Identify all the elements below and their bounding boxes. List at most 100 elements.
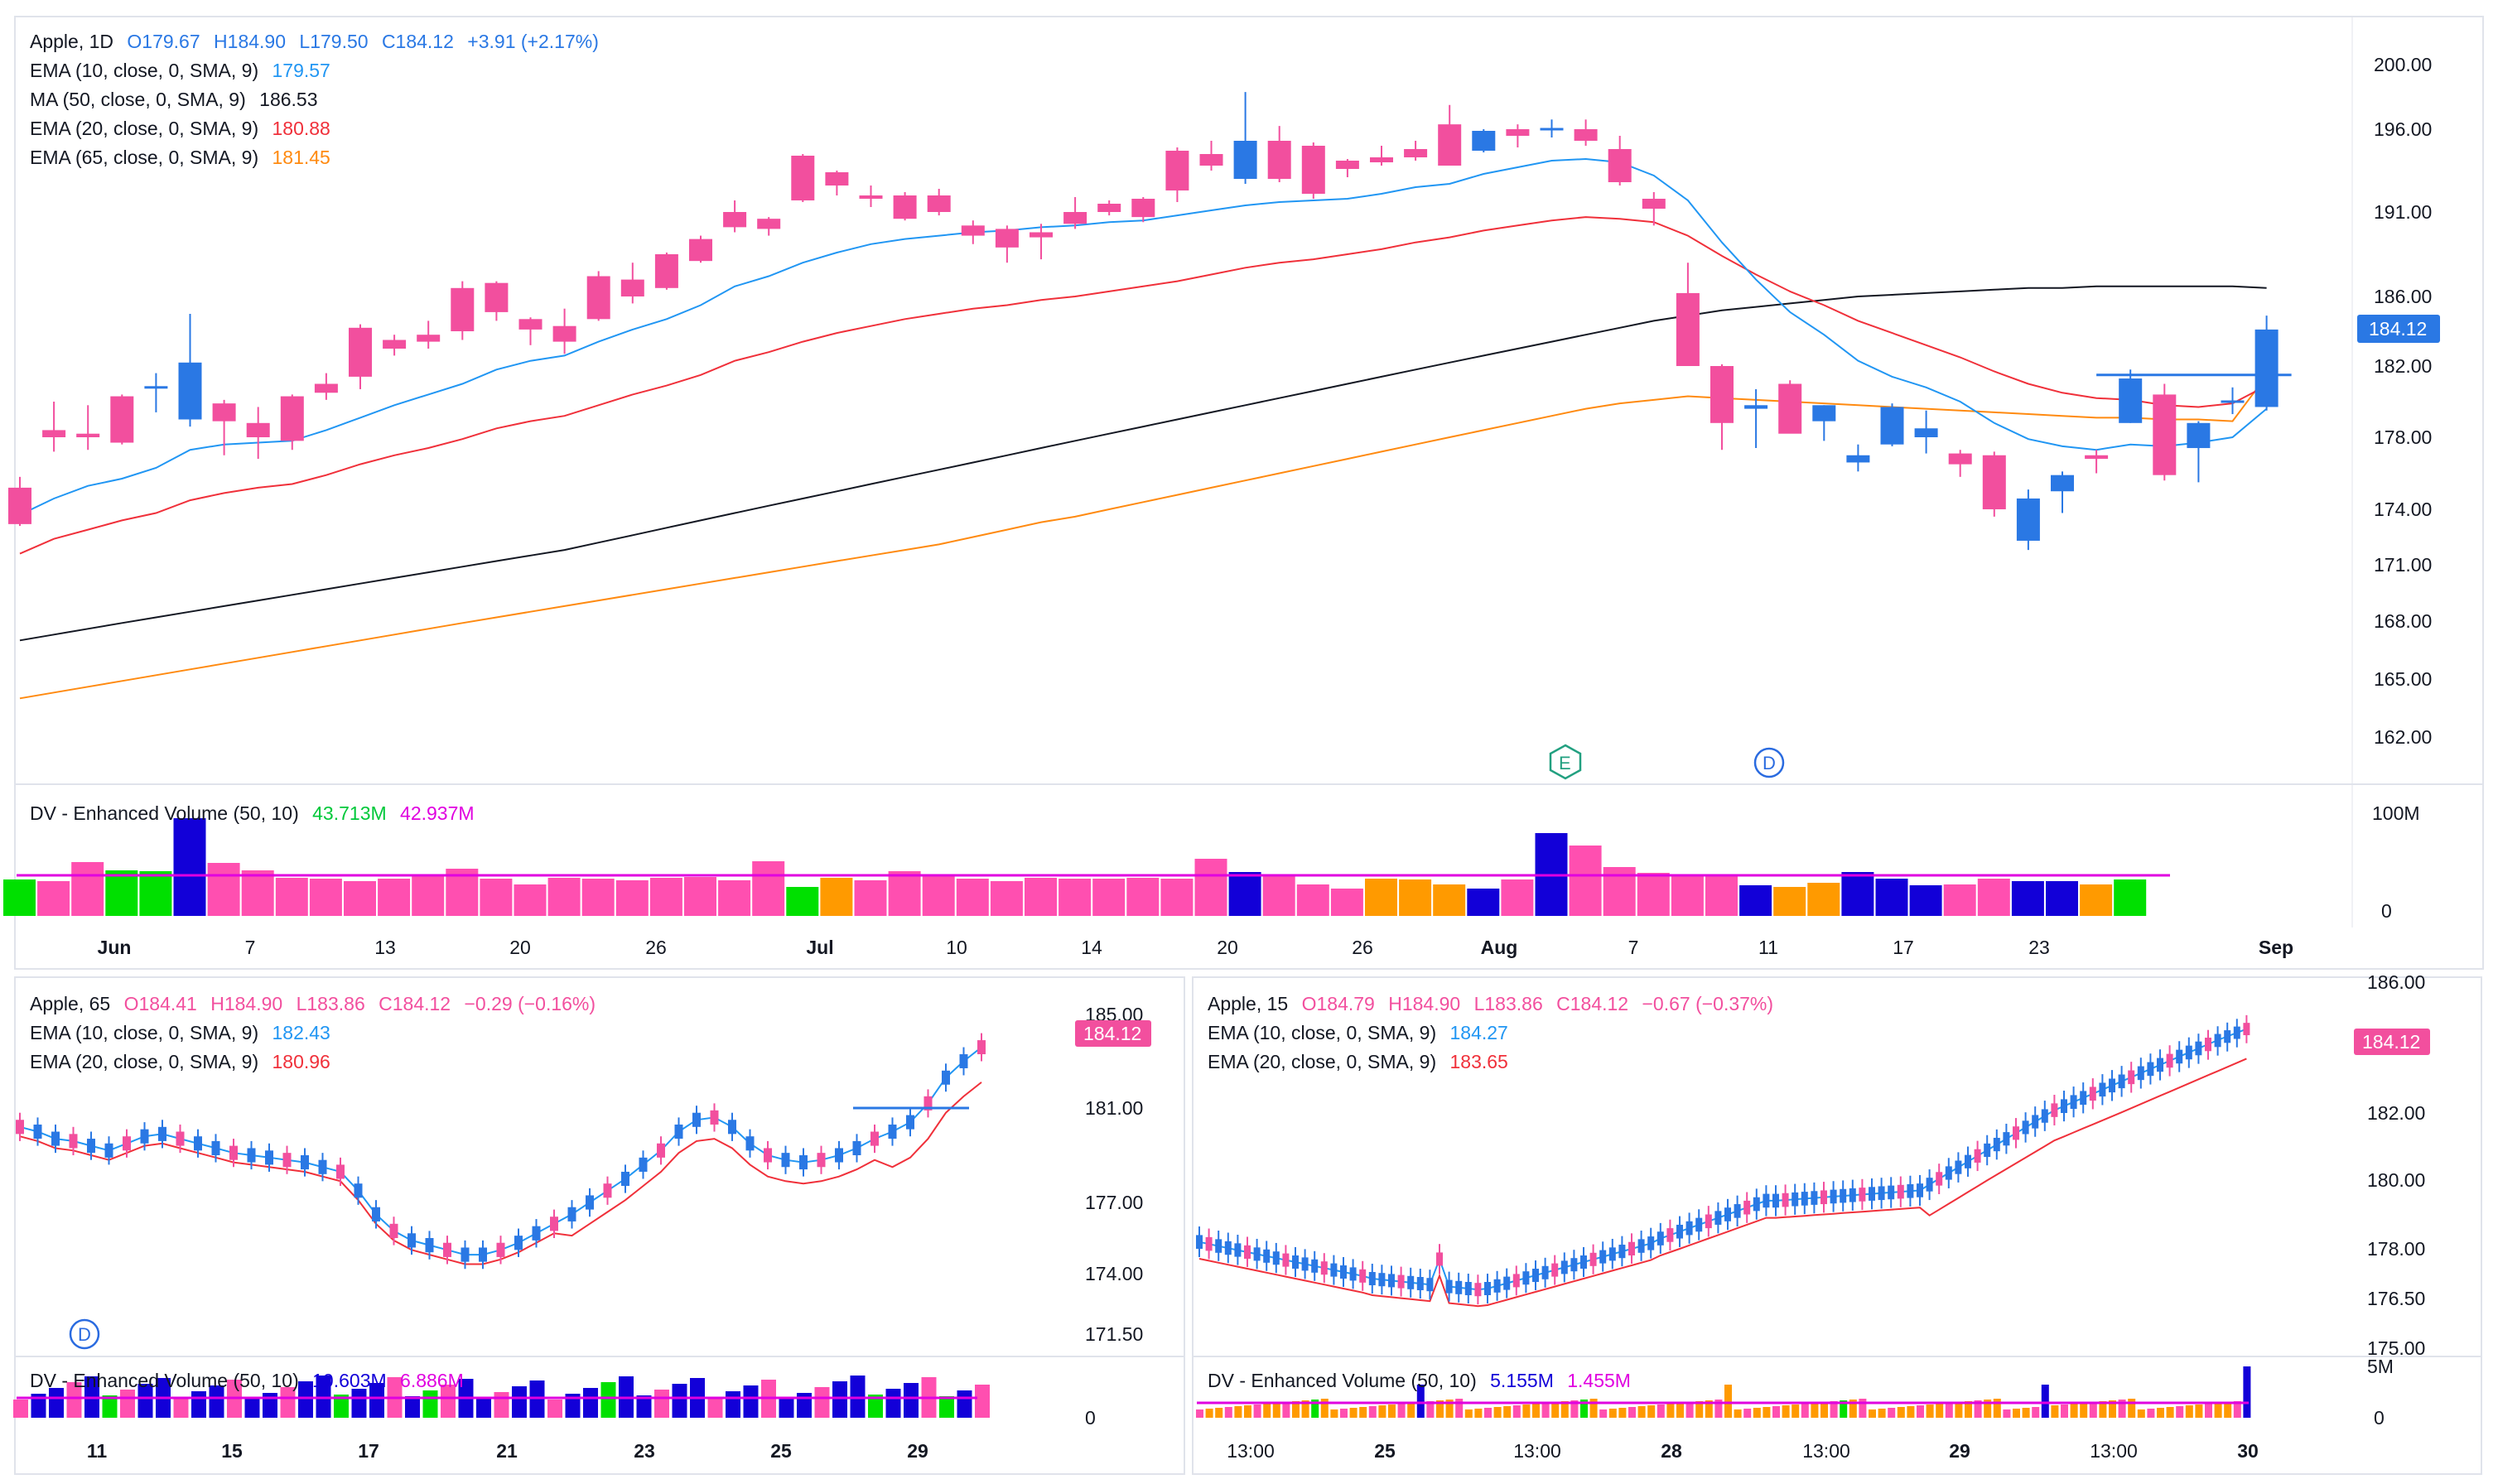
main-x-tick: 11 — [1758, 937, 1778, 958]
main-open: O179.67 — [127, 31, 200, 52]
right-volume-bar — [1714, 1400, 1723, 1418]
left-candle-body — [443, 1242, 451, 1257]
right-candle-body — [1560, 1260, 1568, 1274]
main-candle-body — [246, 422, 270, 437]
left-candle-body — [639, 1157, 648, 1172]
right-volume-bar — [1878, 1409, 1886, 1418]
main-candle-body — [1165, 151, 1189, 190]
dividend-marker[interactable]: D — [1753, 747, 1785, 778]
main-close: C184.12 — [382, 31, 454, 52]
main-volume-bar — [786, 887, 819, 916]
left-volume-bar — [422, 1390, 438, 1418]
right-candle-body — [1551, 1263, 1559, 1277]
left-x-tick: 29 — [907, 1440, 928, 1462]
left-volume-bar — [814, 1387, 830, 1418]
right-x-tick: 28 — [1661, 1440, 1682, 1462]
main-y-tick: 168.00 — [2374, 610, 2432, 632]
left-ema10-value: 182.43 — [272, 1022, 330, 1043]
main-legend-ema65: EMA (65, close, 0, SMA, 9) 181.45 — [30, 147, 330, 168]
right-volume-bar — [1608, 1409, 1617, 1418]
main-volume-bar — [1399, 879, 1432, 916]
main-candle-body — [1131, 199, 1155, 218]
right-candle-body — [1647, 1236, 1655, 1250]
left-vol-value2: 6.886M — [400, 1370, 464, 1391]
main-volume-bar — [1126, 878, 1160, 916]
main-y-tick: 171.00 — [2374, 554, 2432, 576]
right-volume-bar — [2080, 1403, 2088, 1418]
right-candle-body — [1936, 1172, 1943, 1186]
right-vol-label: DV - Enhanced Volume (50, 10) — [1208, 1370, 1477, 1391]
right-volume-bar — [1907, 1406, 1915, 1418]
left-candle-body — [959, 1054, 968, 1068]
earnings-marker[interactable]: E — [1549, 744, 1582, 780]
main-volume-bar — [1501, 879, 1534, 916]
right-candle-body — [1464, 1282, 1472, 1295]
left-dividend-marker[interactable]: D — [69, 1318, 100, 1350]
main-volume-bar — [2046, 881, 2078, 916]
right-volume-bar — [1599, 1409, 1608, 1418]
right-x-tick: 25 — [1374, 1440, 1396, 1462]
main-volume-bar — [1296, 884, 1329, 916]
left-panel-frame — [14, 976, 1185, 1475]
ema65-value: 181.45 — [272, 147, 330, 168]
right-volume-bar — [1820, 1402, 1828, 1418]
right-candle-body — [1532, 1269, 1539, 1282]
main-candle-body — [451, 287, 475, 331]
main-x-tick: 7 — [1628, 937, 1639, 958]
left-volume-bar — [565, 1394, 581, 1418]
left-x-tick: 23 — [634, 1440, 655, 1462]
left-candle-body — [336, 1164, 345, 1179]
right-candle-body — [2224, 1030, 2231, 1043]
left-low: L183.86 — [297, 993, 365, 1014]
left-x-tick: 21 — [496, 1440, 518, 1462]
right-chart-plot — [1196, 1014, 2251, 1418]
main-x-tick: 20 — [509, 937, 531, 958]
right-candle-body — [1340, 1265, 1347, 1279]
main-volume-bar — [2011, 881, 2044, 916]
main-vol-value2: 42.937M — [400, 802, 475, 824]
right-volume-bar — [1244, 1405, 1251, 1418]
main-volume-legend: DV - Enhanced Volume (50, 10) 43.713M 42… — [30, 802, 475, 824]
main-y-tick: 186.00 — [2374, 286, 2432, 307]
main-x-tick: 7 — [245, 937, 256, 958]
left-candle-body — [496, 1242, 505, 1257]
left-x-tick: 17 — [358, 1440, 379, 1462]
main-volume-bar — [1433, 884, 1466, 916]
right-volume-bar — [1493, 1407, 1502, 1418]
right-ema10-label: EMA (10, close, 0, SMA, 9) — [1208, 1022, 1436, 1043]
right-volume-bar — [1869, 1409, 1876, 1418]
main-candle-body — [2254, 329, 2279, 407]
right-y-tick: 180.00 — [2367, 1169, 2425, 1191]
left-candle-body — [318, 1159, 327, 1174]
right-volume-bar — [1666, 1404, 1675, 1418]
right-price-tag: 184.12 — [2362, 1031, 2420, 1053]
main-candle-body — [417, 335, 441, 342]
left-candle-body — [764, 1148, 772, 1163]
right-candle-body — [1724, 1207, 1731, 1221]
right-x-tick: 29 — [1949, 1440, 1970, 1462]
right-candle-body — [1656, 1231, 1664, 1246]
main-volume-bar — [922, 874, 955, 916]
right-volume-bar — [1541, 1403, 1550, 1418]
left-candle-body — [389, 1223, 398, 1238]
left-dividend-circle — [69, 1318, 100, 1350]
right-candle-body — [2243, 1023, 2250, 1036]
left-candle-body — [923, 1096, 933, 1111]
right-volume-bar — [1234, 1406, 1242, 1418]
right-volume-bar — [1484, 1408, 1492, 1418]
right-candle-body — [1388, 1274, 1395, 1288]
left-dividend-text: D — [78, 1324, 91, 1345]
main-volume-bar — [1773, 887, 1806, 916]
main-volume-bar — [173, 818, 206, 916]
right-candle-body — [1292, 1255, 1299, 1269]
main-y-tick: 174.00 — [2374, 499, 2432, 520]
right-volume-bar — [2157, 1408, 2164, 1418]
main-volume-bar — [1569, 846, 1602, 916]
main-price-tag-bg — [2357, 315, 2440, 343]
right-volume-bar — [2205, 1404, 2212, 1418]
main-volume-bar — [581, 879, 615, 916]
right-volume-bar — [1897, 1407, 1905, 1418]
right-volume-bar — [1340, 1409, 1348, 1418]
right-candle-body — [2157, 1058, 2163, 1072]
right-candle-body — [1945, 1166, 1952, 1180]
